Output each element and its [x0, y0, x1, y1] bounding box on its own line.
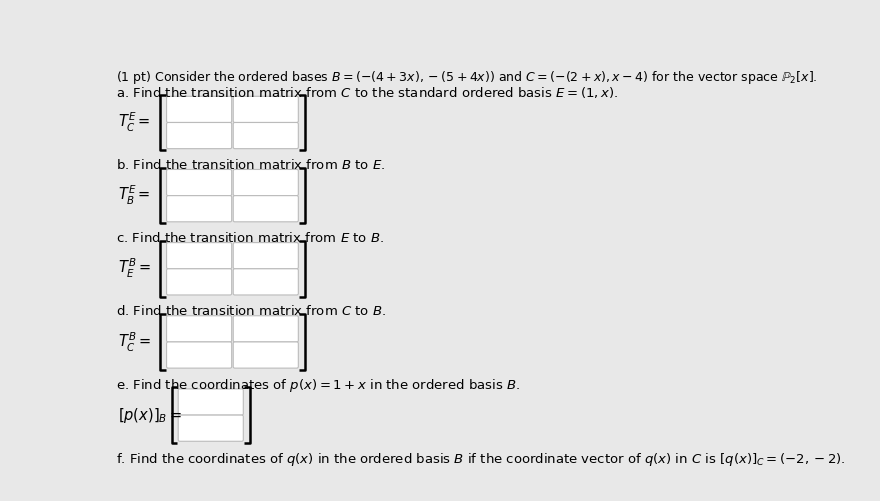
FancyBboxPatch shape — [233, 122, 298, 149]
Text: $T_B^E =$: $T_B^E =$ — [118, 184, 150, 207]
Text: $[p(x)]_B =$: $[p(x)]_B =$ — [118, 406, 181, 424]
Text: f. Find the coordinates of $q(x)$ in the ordered basis $B$ if the coordinate vec: f. Find the coordinates of $q(x)$ in the… — [116, 450, 846, 467]
Text: $T_E^B =$: $T_E^B =$ — [118, 257, 150, 281]
Text: $T_C^B =$: $T_C^B =$ — [118, 330, 150, 354]
Text: b. Find the transition matrix from $B$ to $E$.: b. Find the transition matrix from $B$ t… — [116, 158, 385, 172]
FancyBboxPatch shape — [166, 195, 231, 222]
Text: (1 pt) Consider the ordered bases $B = (-(4+3x), -(5+4x))$ and $C = (-(2+x), x-4: (1 pt) Consider the ordered bases $B = (… — [116, 69, 818, 86]
FancyBboxPatch shape — [166, 316, 231, 342]
Text: c. Find the transition matrix from $E$ to $B$.: c. Find the transition matrix from $E$ t… — [116, 231, 385, 245]
Text: a. Find the transition matrix from $C$ to the standard ordered basis $E = (1, x): a. Find the transition matrix from $C$ t… — [116, 85, 619, 100]
FancyBboxPatch shape — [179, 415, 243, 441]
Text: $T_C^E =$: $T_C^E =$ — [118, 111, 150, 134]
FancyBboxPatch shape — [166, 269, 231, 295]
FancyBboxPatch shape — [166, 169, 231, 195]
FancyBboxPatch shape — [233, 316, 298, 342]
FancyBboxPatch shape — [166, 122, 231, 149]
Text: d. Find the transition matrix from $C$ to $B$.: d. Find the transition matrix from $C$ t… — [116, 304, 386, 318]
FancyBboxPatch shape — [166, 342, 231, 368]
FancyBboxPatch shape — [166, 96, 231, 122]
FancyBboxPatch shape — [233, 96, 298, 122]
FancyBboxPatch shape — [233, 269, 298, 295]
FancyBboxPatch shape — [166, 462, 231, 488]
FancyBboxPatch shape — [233, 342, 298, 368]
FancyBboxPatch shape — [233, 169, 298, 195]
FancyBboxPatch shape — [233, 195, 298, 222]
FancyBboxPatch shape — [166, 242, 231, 269]
Text: e. Find the coordinates of $p(x) = 1 + x$ in the ordered basis $B$.: e. Find the coordinates of $p(x) = 1 + x… — [116, 377, 520, 394]
FancyBboxPatch shape — [233, 242, 298, 269]
FancyBboxPatch shape — [179, 389, 243, 415]
